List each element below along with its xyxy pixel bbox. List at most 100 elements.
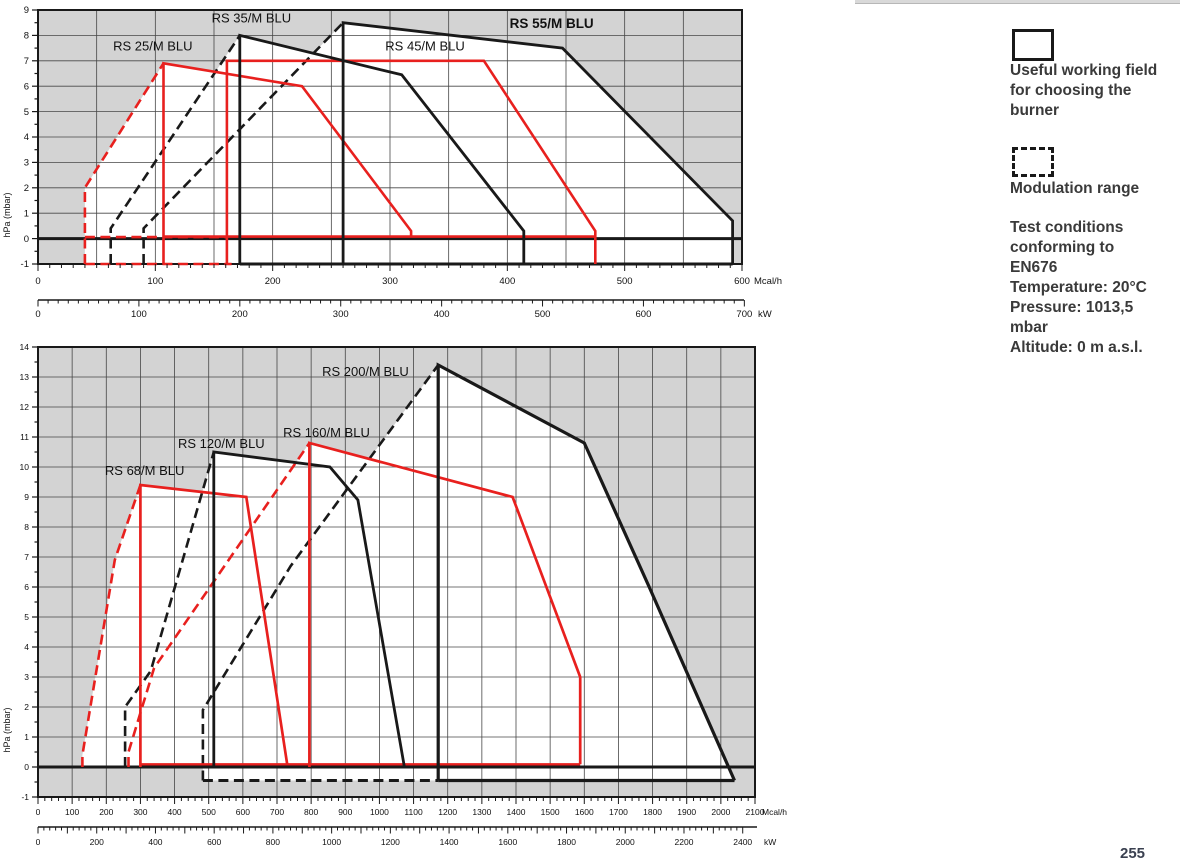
svg-text:13: 13: [20, 372, 30, 382]
svg-text:500: 500: [535, 309, 551, 320]
svg-text:500: 500: [617, 276, 633, 287]
svg-text:3: 3: [24, 672, 29, 682]
useful-working-field-symbol: [1012, 29, 1054, 61]
svg-text:7: 7: [24, 552, 29, 562]
legend-line: EN676: [1010, 259, 1058, 276]
svg-text:400: 400: [499, 276, 515, 287]
svg-text:300: 300: [333, 309, 349, 320]
burner-curves: [38, 21, 742, 266]
svg-text:1: 1: [24, 732, 29, 742]
svg-text:1400: 1400: [440, 837, 459, 847]
svg-text:6: 6: [24, 582, 29, 592]
svg-text:RS 200/M BLU: RS 200/M BLU: [322, 364, 409, 379]
svg-text:2: 2: [24, 702, 29, 712]
mcal-axis: 0 100 200 300 400 500 600 Mcal/h: [35, 264, 782, 287]
svg-text:200: 200: [99, 807, 113, 817]
burner-curves: [38, 362, 755, 783]
legend-line: Pressure: 1013,5: [1010, 299, 1134, 316]
svg-text:300: 300: [133, 807, 147, 817]
svg-text:1100: 1100: [404, 807, 423, 817]
svg-text:200: 200: [265, 276, 281, 287]
legend-line: Useful working field: [1010, 62, 1158, 79]
legend-line: Altitude: 0 m a.s.l.: [1010, 339, 1143, 356]
svg-text:1600: 1600: [575, 807, 594, 817]
mcal-axis: 0 100 200 300 400 500 600 700 800 900 1000 1100 1200…: [36, 797, 787, 817]
svg-text:1000: 1000: [322, 837, 341, 847]
kw-axis: 0 200 400 600 800 1000 1200 1400 1600 1800 2000 220…: [36, 826, 776, 847]
svg-text:800: 800: [304, 807, 318, 817]
svg-text:100: 100: [65, 807, 79, 817]
svg-text:RS 55/M BLU: RS 55/M BLU: [510, 16, 594, 31]
svg-text:300: 300: [382, 276, 398, 287]
svg-text:0: 0: [24, 762, 29, 772]
svg-text:1500: 1500: [541, 807, 560, 817]
svg-text:2400: 2400: [733, 837, 752, 847]
svg-text:7: 7: [24, 56, 29, 67]
mcal-unit: Mcal/h: [754, 276, 782, 287]
useful-working-field-label: Useful working field for choosing the bu…: [1010, 61, 1157, 121]
svg-text:1400: 1400: [507, 807, 526, 817]
y-axis-title: hPa (mbar): [2, 707, 12, 752]
svg-text:0: 0: [24, 234, 29, 245]
svg-text:1200: 1200: [438, 807, 457, 817]
svg-text:600: 600: [734, 276, 750, 287]
svg-text:1000: 1000: [370, 807, 389, 817]
svg-text:2: 2: [24, 183, 29, 194]
modulation-range-symbol: [1012, 147, 1054, 177]
svg-text:1: 1: [24, 208, 29, 219]
bottom-working-field-chart: RS 68/M BLU RS 120/M BLU RS 160/M BLU RS 20…: [0, 330, 800, 859]
svg-text:2200: 2200: [675, 837, 694, 847]
svg-text:5: 5: [24, 107, 29, 118]
y-axis-title: hPa (mbar): [2, 192, 12, 237]
y-axis: -1 0 1 2 3 4 5 6 7 8 9: [21, 5, 38, 270]
svg-text:14: 14: [20, 342, 30, 352]
burner-labels: RS 25/M BLU RS 35/M BLU RS 45/M BLU RS 55/M…: [113, 11, 594, 54]
svg-text:RS 68/M BLU: RS 68/M BLU: [105, 463, 184, 478]
svg-text:1800: 1800: [643, 807, 662, 817]
svg-text:-1: -1: [21, 259, 29, 270]
svg-text:1900: 1900: [677, 807, 696, 817]
top-chart-svg: RS 25/M BLU RS 35/M BLU RS 45/M BLU RS 55/M…: [2, 5, 782, 320]
legend-line: Temperature: 20°C: [1010, 279, 1147, 296]
svg-text:100: 100: [147, 276, 163, 287]
legend-line: for choosing the: [1010, 82, 1132, 99]
svg-text:0: 0: [36, 837, 41, 847]
grid-lines: [38, 347, 755, 797]
svg-text:0: 0: [35, 276, 40, 287]
svg-text:400: 400: [434, 309, 450, 320]
svg-text:400: 400: [148, 837, 162, 847]
svg-text:700: 700: [736, 309, 752, 320]
svg-text:2000: 2000: [711, 807, 730, 817]
svg-text:0: 0: [35, 309, 40, 320]
burner-labels: RS 68/M BLU RS 120/M BLU RS 160/M BLU RS 20…: [105, 364, 409, 478]
svg-text:0: 0: [36, 807, 41, 817]
svg-text:RS 45/M BLU: RS 45/M BLU: [385, 39, 464, 54]
bottom-chart-svg: RS 68/M BLU RS 120/M BLU RS 160/M BLU RS 20…: [2, 342, 787, 847]
svg-text:9: 9: [24, 5, 29, 16]
legend-line: conforming to: [1010, 239, 1115, 256]
svg-text:8: 8: [24, 31, 29, 42]
svg-text:1600: 1600: [498, 837, 517, 847]
svg-text:4: 4: [24, 642, 29, 652]
svg-text:900: 900: [338, 807, 352, 817]
kw-unit: kW: [764, 837, 776, 847]
kw-unit: kW: [758, 309, 772, 320]
svg-text:200: 200: [90, 837, 104, 847]
svg-text:2100: 2100: [746, 807, 765, 817]
svg-text:600: 600: [636, 309, 652, 320]
svg-text:400: 400: [167, 807, 181, 817]
legend-line: burner: [1010, 102, 1060, 119]
svg-text:-1: -1: [21, 792, 29, 802]
svg-text:4: 4: [24, 132, 29, 143]
svg-text:9: 9: [24, 492, 29, 502]
svg-text:RS 35/M BLU: RS 35/M BLU: [212, 11, 291, 26]
svg-text:2000: 2000: [616, 837, 635, 847]
top-working-field-chart: RS 25/M BLU RS 35/M BLU RS 45/M BLU RS 55/M…: [0, 0, 800, 335]
svg-text:5: 5: [24, 612, 29, 622]
svg-text:3: 3: [24, 158, 29, 169]
svg-text:100: 100: [131, 309, 147, 320]
svg-text:RS 160/M BLU: RS 160/M BLU: [283, 425, 370, 440]
legend-line: mbar: [1010, 319, 1048, 336]
